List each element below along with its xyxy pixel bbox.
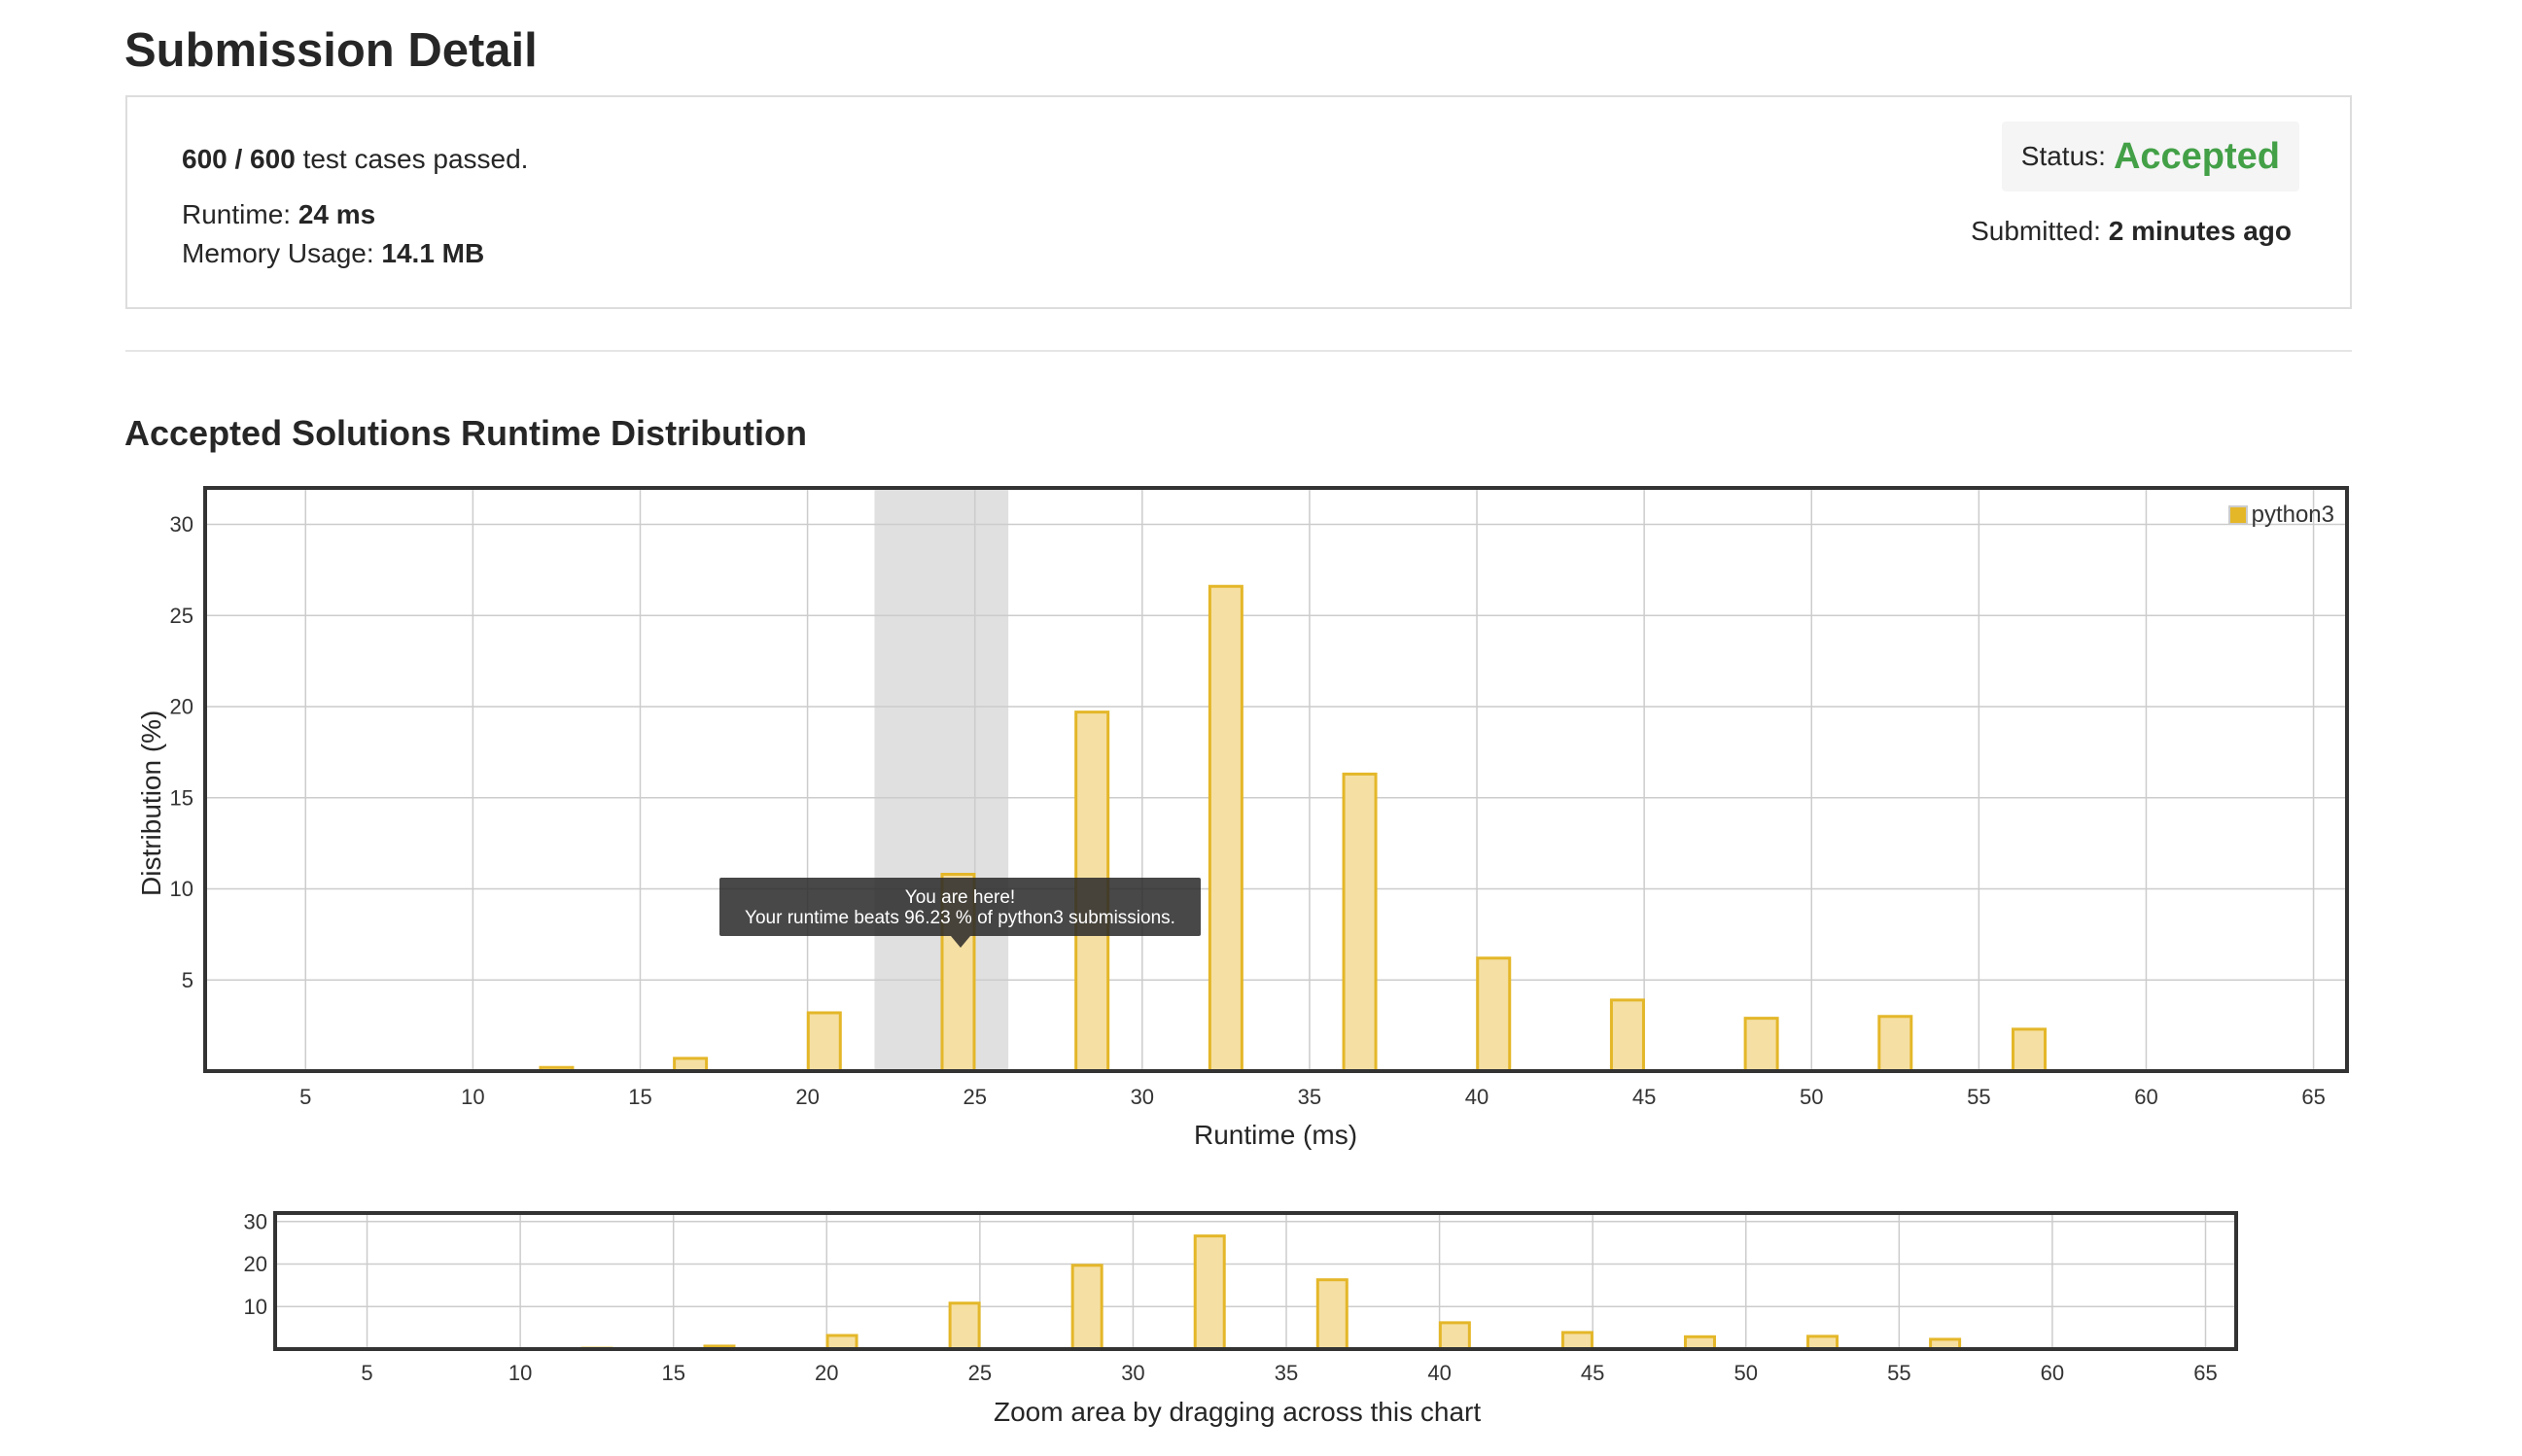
legend-label-python3: python3	[2251, 502, 2334, 528]
memory-line: Memory Usage: 14.1 MB	[182, 238, 484, 269]
overview-x-tick-label: 45	[1581, 1361, 1604, 1385]
overview-x-tick-label: 35	[1275, 1361, 1298, 1385]
section-divider	[125, 350, 2352, 352]
overview-y-tick-label: 10	[244, 1295, 267, 1319]
tests-passed-text: test cases passed.	[302, 144, 529, 174]
overview-x-tick-label: 10	[508, 1361, 532, 1385]
main-x-tick-label: 50	[1800, 1085, 1823, 1109]
overview-x-tick-label: 55	[1887, 1361, 1910, 1385]
section-title: Accepted Solutions Runtime Distribution	[124, 413, 808, 453]
main-y-axis-label: Distribution (%)	[136, 710, 166, 896]
overview-bar	[1193, 1234, 1226, 1351]
runtime-tooltip: You are here! Your runtime beats 96.23 %…	[719, 878, 1201, 948]
tests-passed-line: 600 / 600 test cases passed.	[182, 144, 528, 175]
tooltip-title: You are here!	[904, 887, 1016, 908]
main-x-tick-label: 25	[963, 1085, 986, 1109]
main-bar	[2011, 1027, 2047, 1073]
main-x-tick-label: 20	[795, 1085, 819, 1109]
main-y-tick-label: 25	[170, 604, 193, 628]
main-x-tick-label: 60	[2134, 1085, 2157, 1109]
main-x-tick-label: 15	[628, 1085, 651, 1109]
main-y-tick-label: 10	[170, 877, 193, 901]
tests-passed-count: 600 / 600	[182, 144, 296, 174]
overview-x-tick-label: 5	[361, 1361, 372, 1385]
main-x-tick-label: 65	[2301, 1085, 2325, 1109]
overview-x-tick-label: 15	[661, 1361, 684, 1385]
main-y-tick-label: 5	[182, 968, 193, 992]
overview-x-tick-label: 40	[1427, 1361, 1451, 1385]
status-badge: Status: Accepted	[2001, 121, 2299, 191]
main-x-tick-label: 35	[1298, 1085, 1321, 1109]
main-x-axis-label: Runtime (ms)	[1194, 1120, 1358, 1150]
memory-value: 14.1 MB	[381, 238, 485, 268]
main-x-tick-label: 30	[1131, 1085, 1154, 1109]
main-bar	[1743, 1017, 1779, 1073]
main-x-tick-label: 45	[1632, 1085, 1656, 1109]
submission-summary-panel: 600 / 600 test cases passed. Runtime: 24…	[125, 95, 2352, 309]
runtime-line: Runtime: 24 ms	[182, 199, 375, 230]
overview-plot-frame	[273, 1211, 2238, 1351]
main-x-tick-label: 5	[299, 1085, 311, 1109]
main-bar	[1208, 584, 1243, 1073]
overview-caption: Zoom area by dragging across this chart	[994, 1397, 1482, 1427]
overview-x-tick-label: 60	[2041, 1361, 2064, 1385]
memory-label: Memory Usage:	[182, 238, 374, 268]
main-y-tick-label: 20	[170, 695, 193, 719]
main-plot-frame	[203, 486, 2349, 1073]
main-x-tick-label: 55	[1967, 1085, 1990, 1109]
main-x-tick-label: 10	[461, 1085, 484, 1109]
main-y-tick-label: 30	[170, 512, 193, 537]
submitted-value: 2 minutes ago	[2108, 216, 2292, 246]
status-value[interactable]: Accepted	[2113, 135, 2280, 177]
main-bar	[806, 1011, 842, 1073]
main-bar	[1476, 956, 1512, 1073]
main-y-tick-label: 15	[170, 785, 193, 810]
main-bar	[1342, 772, 1378, 1073]
main-x-tick-label: 40	[1465, 1085, 1489, 1109]
main-bar	[1609, 998, 1645, 1073]
overview-bar	[825, 1334, 858, 1351]
status-label: Status:	[2020, 141, 2106, 171]
main-bar	[1877, 1015, 1913, 1073]
runtime-label: Runtime:	[182, 199, 292, 229]
overview-x-tick-label: 65	[2193, 1361, 2217, 1385]
tooltip-text: Your runtime beats 96.23 % of python3 su…	[745, 908, 1175, 928]
overview-bar	[1315, 1278, 1349, 1351]
overview-y-tick-label: 20	[244, 1252, 267, 1276]
runtime-value: 24 ms	[298, 199, 376, 229]
overview-bar	[1070, 1264, 1103, 1351]
legend-swatch-python3	[2227, 505, 2248, 525]
overview-y-tick-label: 30	[244, 1209, 267, 1233]
overview-x-tick-label: 30	[1121, 1361, 1144, 1385]
overview-x-tick-label: 20	[815, 1361, 838, 1385]
page-title: Submission Detail	[124, 24, 538, 77]
overview-bar	[1560, 1331, 1594, 1351]
overview-x-tick-label: 50	[1734, 1361, 1758, 1385]
overview-bar	[948, 1301, 981, 1351]
overview-bar	[1438, 1321, 1471, 1351]
submitted-label: Submitted:	[1971, 216, 2101, 246]
chart-legend[interactable]: python3	[2227, 502, 2334, 529]
submitted-line: Submitted: 2 minutes ago	[1971, 216, 2292, 247]
overview-x-tick-label: 25	[968, 1361, 992, 1385]
